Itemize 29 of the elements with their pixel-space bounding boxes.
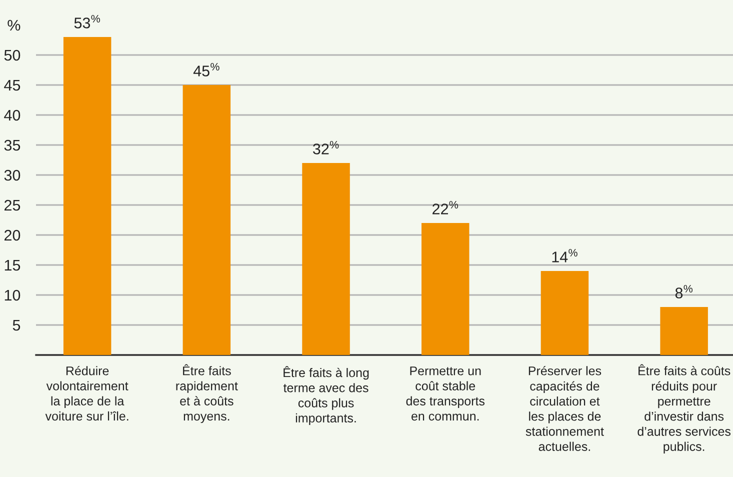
x-tick-label: Préserver les capacités de circulation et les places de stationnement actuelles. — [526, 366, 604, 451]
x-tick-label: Réduire volontairement la place de la voiture sur l’île. — [45, 366, 128, 421]
x-tick-label: Être faits à long terme avec des coûts plus importants. — [283, 366, 369, 425]
bar — [302, 163, 350, 355]
y-tick-label: 40 — [4, 110, 20, 121]
y-tick-label: 20 — [4, 230, 20, 241]
data-label: 22$^{%}$ — [432, 200, 458, 214]
y-tick-label: 35 — [4, 140, 20, 151]
data-label: 32$^{%}$ — [313, 140, 339, 154]
y-tick-label: % — [8, 20, 20, 31]
y-tick-label: 10 — [4, 290, 20, 301]
y-tick-label: 30 — [4, 170, 20, 181]
data-label: 8$^{%}$ — [675, 284, 693, 298]
y-tick-label: 25 — [4, 200, 20, 211]
y-tick-label: 45 — [4, 80, 20, 91]
bar — [660, 307, 708, 355]
y-tick-label: 5 — [12, 320, 20, 331]
y-tick-label: 50 — [4, 50, 20, 61]
bar — [182, 85, 231, 355]
bar — [63, 37, 112, 355]
data-label: 53$^{%}$ — [74, 14, 100, 28]
bar — [540, 271, 589, 355]
bar — [422, 223, 470, 355]
data-label: 14$^{%}$ — [552, 248, 578, 262]
x-tick-label: Être faits à coûts réduits pour permettre d’investir dans d’autres services publics. — [638, 364, 731, 454]
x-tick-label: Permettre un coût stable des transports en commun. — [406, 366, 485, 421]
y-tick-label: 15 — [4, 260, 20, 271]
x-tick-label: Être faits rapidement et à coûts moyens. — [176, 364, 238, 424]
data-label: 45$^{%}$ — [193, 62, 220, 76]
